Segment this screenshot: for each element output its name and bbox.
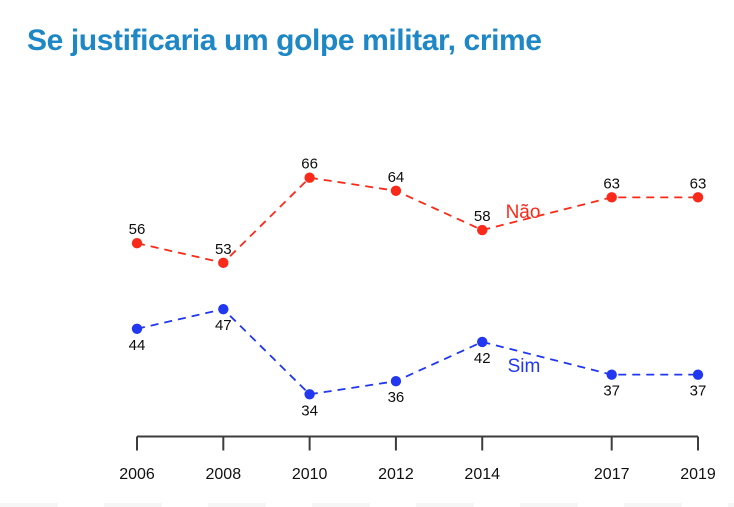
data-point-sim-2019 <box>692 369 704 380</box>
value-label-sim-2014: 42 <box>474 350 491 367</box>
chart-title: Se justificaria um golpe militar, crime <box>27 24 542 57</box>
value-label-nao-2014: 58 <box>474 208 491 225</box>
data-point-sim-2012 <box>390 376 402 387</box>
value-label-nao-2017: 63 <box>603 175 620 192</box>
value-label-sim-2006: 44 <box>129 337 146 354</box>
value-label-nao-2019: 63 <box>690 175 707 192</box>
data-point-sim-2008 <box>218 303 229 315</box>
x-tick-label: 2014 <box>464 466 500 483</box>
data-point-nao-2008 <box>218 257 229 269</box>
value-label-nao-2008: 53 <box>215 241 232 258</box>
value-label-sim-2008: 47 <box>215 317 232 334</box>
data-point-nao-2017 <box>606 192 617 203</box>
series-inline-label-sim: Sim <box>508 356 541 377</box>
value-label-sim-2012: 36 <box>388 389 405 406</box>
value-label-sim-2017: 37 <box>603 383 620 400</box>
value-label-nao-2006: 56 <box>129 221 146 238</box>
data-point-sim-2006 <box>131 323 143 334</box>
x-tick-label: 2008 <box>206 466 242 483</box>
data-point-sim-2010 <box>304 389 315 400</box>
x-tick-label: 2010 <box>292 466 328 483</box>
data-point-nao-2012 <box>390 185 402 196</box>
data-point-sim-2014 <box>477 336 488 348</box>
x-tick-label: 2017 <box>594 466 630 483</box>
value-label-sim-2019: 37 <box>690 383 707 400</box>
data-point-sim-2017 <box>606 369 617 380</box>
data-point-nao-2006 <box>131 238 143 249</box>
x-tick-label: 2006 <box>119 466 155 483</box>
x-tick-label: 2012 <box>378 466 414 483</box>
x-tick-label: 2019 <box>680 466 716 483</box>
data-point-nao-2014 <box>477 224 488 236</box>
value-label-nao-2010: 66 <box>301 156 318 173</box>
series-inline-label-nao: Não <box>506 202 541 223</box>
value-label-nao-2012: 64 <box>388 169 405 186</box>
value-label-sim-2010: 34 <box>301 402 318 419</box>
data-point-nao-2010 <box>304 172 315 183</box>
cropped-content-edge <box>0 503 734 507</box>
data-point-nao-2019 <box>692 192 704 203</box>
